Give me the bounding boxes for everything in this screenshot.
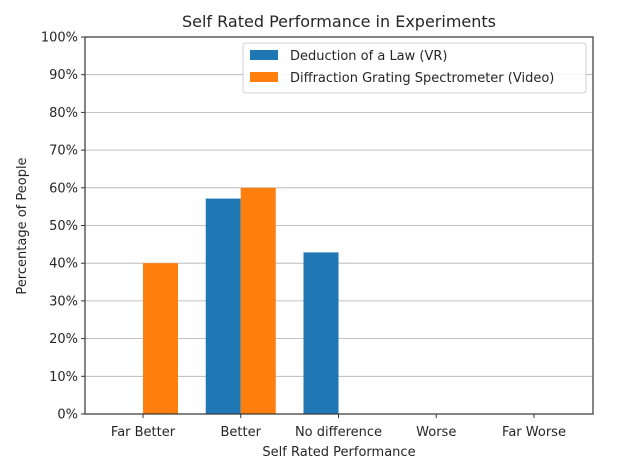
y-tick-label: 20% <box>49 332 78 347</box>
x-tick-label: No difference <box>295 425 382 440</box>
y-tick-label: 0% <box>57 408 78 423</box>
y-axis-label: Percentage of People <box>15 157 30 294</box>
chart-title: Self Rated Performance in Experiments <box>182 12 496 31</box>
x-axis-ticks: Far Better Better No difference Worse Far Wo… <box>111 414 566 440</box>
bars <box>143 187 339 414</box>
x-tick-label: Far Worse <box>502 425 566 440</box>
y-tick-label: 100% <box>41 31 78 46</box>
x-tick-label: Worse <box>416 425 456 440</box>
bar-vr-better <box>205 198 241 414</box>
x-tick-label: Far Better <box>111 425 176 440</box>
y-axis-ticks: 0% 10% 20% 30% 40% 50% 60% 70% 80% 90% 100% <box>41 31 85 423</box>
y-tick-label: 30% <box>49 294 78 309</box>
bar-vr-no-difference <box>303 252 339 414</box>
y-tick-label: 40% <box>49 257 78 272</box>
y-tick-label: 10% <box>49 370 78 385</box>
legend: Deduction of a Law (VR) Diffraction Grati… <box>242 42 587 94</box>
legend-label: Diffraction Grating Spectrometer (Video) <box>290 71 554 86</box>
y-tick-label: 80% <box>49 106 78 121</box>
legend-swatch <box>250 72 278 82</box>
x-axis-label: Self Rated Performance <box>262 445 415 460</box>
legend-label: Deduction of a Law (VR) <box>290 49 448 64</box>
y-tick-label: 50% <box>49 219 78 234</box>
y-tick-label: 60% <box>49 181 78 196</box>
y-tick-label: 90% <box>49 68 78 83</box>
bar-video-far-better <box>143 263 178 414</box>
legend-swatch <box>250 50 278 60</box>
bar-video-better <box>240 187 276 414</box>
y-tick-label: 70% <box>49 144 78 159</box>
x-tick-label: Better <box>221 425 262 440</box>
legend-box <box>242 42 587 94</box>
